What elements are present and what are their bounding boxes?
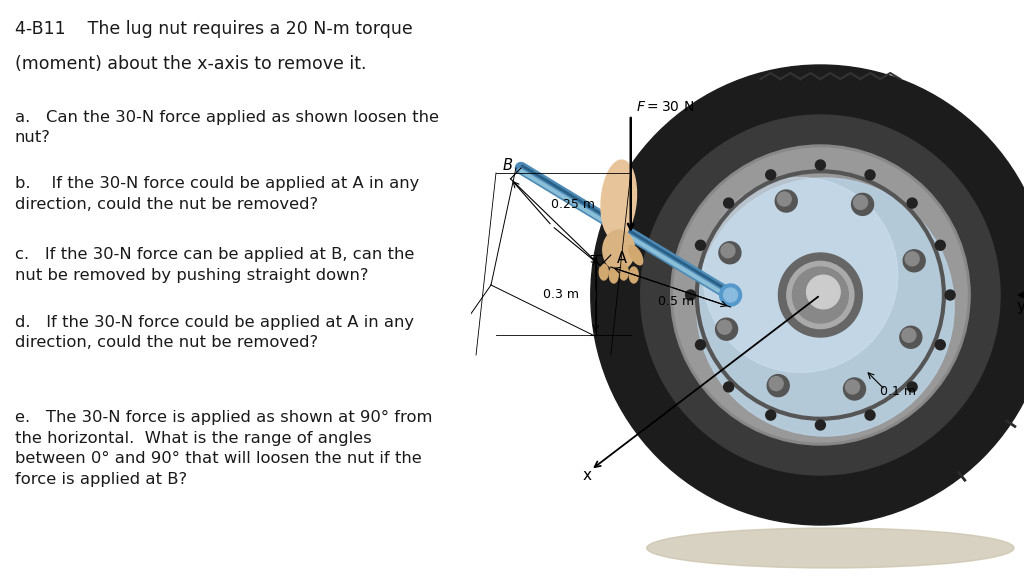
Ellipse shape [695, 340, 706, 350]
Ellipse shape [865, 410, 876, 420]
Ellipse shape [703, 177, 898, 372]
Ellipse shape [719, 242, 741, 264]
Ellipse shape [629, 267, 638, 283]
Ellipse shape [674, 148, 967, 442]
Ellipse shape [720, 284, 741, 306]
Ellipse shape [609, 267, 618, 283]
Ellipse shape [846, 380, 859, 394]
Ellipse shape [724, 288, 737, 302]
Ellipse shape [599, 264, 608, 280]
Ellipse shape [793, 267, 848, 323]
Text: 0.25 m: 0.25 m [551, 198, 595, 211]
Ellipse shape [724, 382, 733, 392]
Ellipse shape [852, 194, 873, 216]
Ellipse shape [641, 115, 1000, 475]
Ellipse shape [767, 375, 790, 397]
Ellipse shape [591, 65, 1024, 525]
Text: a.   Can the 30-N force applied as shown loosen the
nut?: a. Can the 30-N force applied as shown l… [14, 110, 438, 145]
Ellipse shape [769, 377, 783, 391]
Ellipse shape [815, 420, 825, 430]
Ellipse shape [766, 170, 776, 180]
Ellipse shape [900, 326, 922, 349]
Ellipse shape [620, 264, 629, 280]
Ellipse shape [777, 192, 792, 206]
Ellipse shape [907, 198, 918, 208]
Text: x: x [583, 468, 592, 483]
Text: c.   If the 30-N force can be applied at B, can the
nut be removed by pushing st: c. If the 30-N force can be applied at B… [14, 247, 414, 283]
Ellipse shape [905, 252, 920, 266]
Ellipse shape [629, 245, 643, 265]
Ellipse shape [903, 250, 925, 272]
Text: 0.3 m: 0.3 m [543, 288, 579, 302]
Ellipse shape [766, 410, 776, 420]
Ellipse shape [778, 253, 862, 337]
Ellipse shape [686, 290, 695, 300]
Ellipse shape [601, 160, 637, 240]
Ellipse shape [945, 290, 955, 300]
Text: b.    If the 30-N force could be applied at A in any
direction, could the nut be: b. If the 30-N force could be applied at… [14, 176, 419, 212]
Ellipse shape [696, 178, 954, 436]
Text: $F = 30\ \mathrm{N}$: $F = 30\ \mathrm{N}$ [636, 100, 694, 114]
Ellipse shape [815, 160, 825, 170]
Text: e.   The 30-N force is applied as shown at 90° from
the horizontal.  What is the: e. The 30-N force is applied as shown at… [14, 410, 432, 487]
Text: 0.5 m: 0.5 m [657, 295, 693, 308]
Text: y: y [1016, 299, 1024, 314]
Ellipse shape [721, 244, 735, 258]
Ellipse shape [724, 198, 733, 208]
Ellipse shape [786, 261, 854, 329]
Text: (moment) about the x-axis to remove it.: (moment) about the x-axis to remove it. [14, 55, 367, 73]
Ellipse shape [807, 275, 840, 309]
Ellipse shape [844, 378, 865, 400]
Ellipse shape [647, 528, 1014, 568]
Text: 4-B11    The lug nut requires a 20 N-m torque: 4-B11 The lug nut requires a 20 N-m torq… [14, 20, 413, 38]
Ellipse shape [902, 328, 915, 342]
Text: 0.1 m: 0.1 m [881, 385, 916, 398]
Ellipse shape [671, 145, 970, 445]
Ellipse shape [854, 195, 867, 209]
Ellipse shape [695, 240, 706, 250]
Ellipse shape [865, 170, 876, 180]
Ellipse shape [603, 230, 635, 270]
Ellipse shape [935, 340, 945, 350]
Ellipse shape [907, 382, 918, 392]
Text: d.   If the 30-N force could be applied at A in any
direction, could the nut be : d. If the 30-N force could be applied at… [14, 315, 414, 350]
Ellipse shape [718, 320, 731, 334]
Ellipse shape [775, 190, 798, 212]
Ellipse shape [716, 318, 737, 340]
Ellipse shape [935, 240, 945, 250]
Text: B: B [503, 158, 513, 173]
Text: A: A [616, 251, 627, 266]
